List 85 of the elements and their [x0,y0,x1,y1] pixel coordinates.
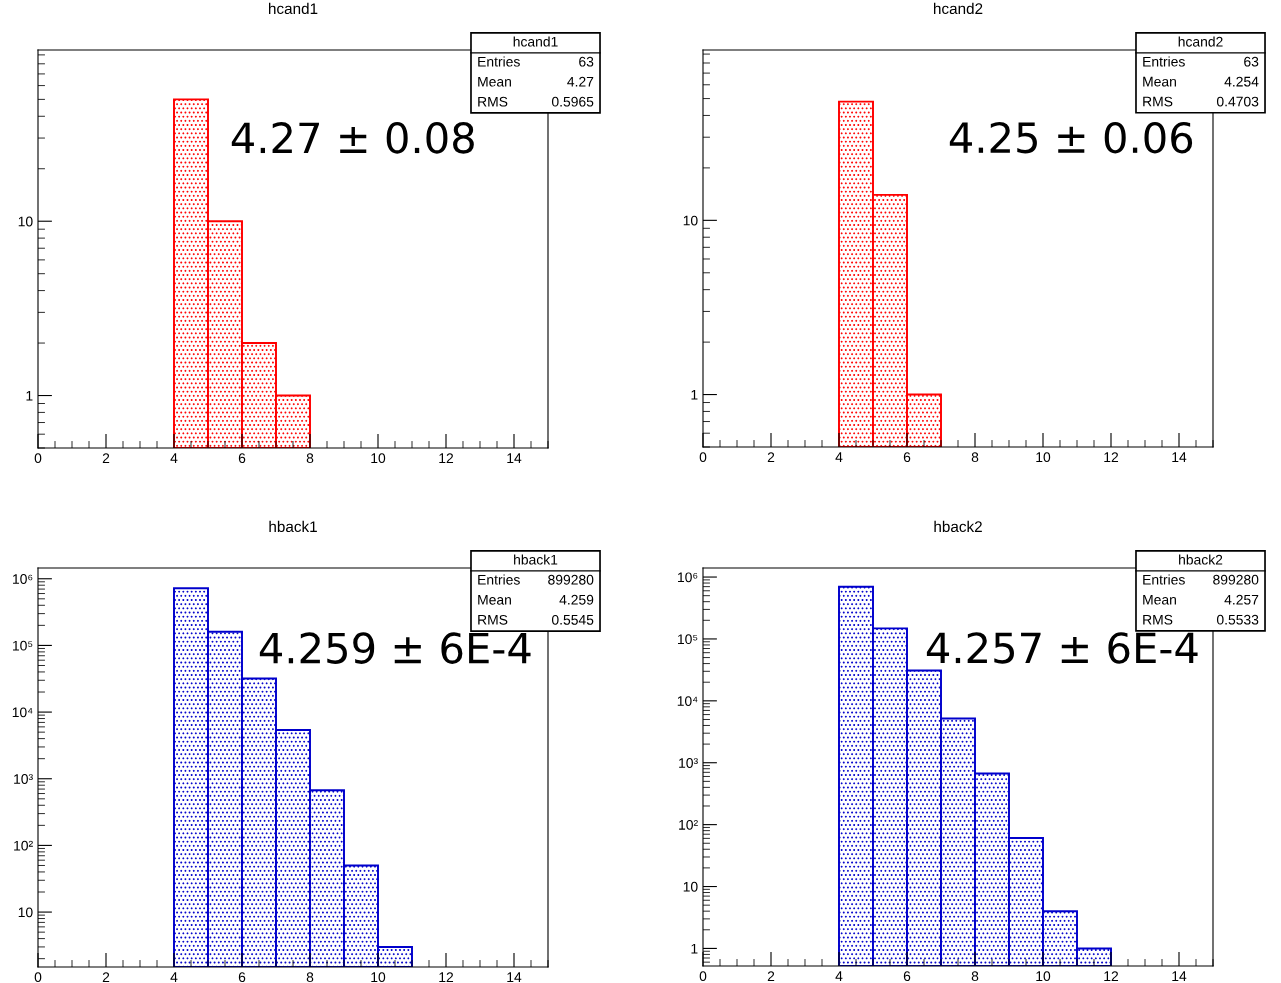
y-tick-label: 10² [679,819,698,830]
annotation: Mean [1143,594,1176,605]
x-tick-label: 12 [439,453,454,463]
x-tick-label: 2 [102,972,110,982]
x-tick-label: 10 [1036,971,1051,982]
text: hcand2 [1178,36,1223,47]
annotation: RMS [478,614,508,625]
annotation: 4.259 ± 6E-4 [259,632,531,664]
chart-title: hcand1 [269,2,318,15]
y-tick-label: 10 [683,215,698,226]
y-tick-label: 1 [691,943,698,954]
text: 4.254 [1224,76,1259,87]
annotation: Mean [478,76,511,87]
y-tick-label: 10 [18,907,33,918]
x-tick-label: 6 [238,453,246,464]
x-tick-label: 8 [306,972,314,983]
x-tick-label: 14 [1172,452,1187,462]
x-tick-label: 10 [1036,452,1051,463]
y-tick-label: 10 [18,216,33,227]
x-tick-label: 0 [34,453,42,464]
x-tick-label: 14 [1172,971,1187,981]
x-tick-label: 4 [835,452,843,462]
x-tick-label: 2 [102,453,110,463]
text: 0.4703 [1216,96,1259,107]
x-tick-label: 4 [170,453,178,463]
y-tick-label: 10³ [679,758,698,768]
x-tick-label: 0 [699,971,707,982]
annotation: 4.25 ± 0.06 [949,121,1193,154]
x-tick-label: 0 [34,972,42,983]
y-tick-label: 10⁵ [677,634,698,645]
y-tick-label: 10² [14,840,33,851]
annotation: RMS [1143,96,1173,107]
x-tick-label: 14 [507,972,522,982]
x-tick-label: 2 [767,971,775,981]
x-tick-label: 10 [371,453,386,464]
text: 899280 [1213,574,1259,585]
x-tick-label: 12 [1104,971,1119,981]
annotation: Entries [1143,56,1185,67]
annotation: Mean [1143,76,1176,87]
x-tick-label: 6 [903,971,911,982]
x-tick-label: 12 [439,972,454,982]
x-tick-label: 2 [767,452,775,462]
x-tick-label: 8 [971,452,979,463]
y-tick-label: 1 [26,391,33,401]
chart-title: hcand2 [934,2,983,15]
x-tick-label: 8 [306,453,314,464]
text: 0.5545 [551,614,594,625]
y-tick-label: 10⁶ [678,572,698,583]
annotation: 4.27 ± 0.08 [231,122,474,154]
x-tick-label: 12 [1104,452,1119,462]
x-tick-label: 0 [699,452,707,463]
text: 4.27 [567,76,594,87]
y-tick-label: 10³ [14,774,33,784]
annotation: RMS [1143,614,1173,625]
text: 63 [579,56,594,67]
x-tick-label: 6 [238,972,246,983]
x-tick-label: 10 [371,972,386,983]
y-tick-label: 10 [683,881,698,892]
annotation: RMS [478,96,508,107]
x-tick-label: 6 [903,452,911,463]
text: hback1 [514,554,558,565]
text: 0.5965 [551,96,594,107]
annotation: Entries [1143,574,1185,585]
y-tick-label: 10⁶ [13,574,33,584]
chart-title: hback1 [269,520,317,533]
y-tick-label: 10⁴ [677,696,698,707]
text: hcand1 [513,36,558,47]
annotation: Entries [478,56,520,67]
y-tick-label: 10⁵ [12,640,33,651]
y-tick-label: 10⁴ [12,707,33,718]
x-tick-label: 4 [170,972,178,982]
text: 0.5533 [1216,614,1259,625]
annotation: Entries [478,574,520,585]
text: 4.259 [559,594,594,605]
annotation: Mean [478,595,511,605]
y-tick-label: 1 [691,390,698,400]
x-tick-label: 14 [507,453,522,463]
chart-title: hback2 [934,520,982,533]
x-tick-label: 4 [835,971,843,981]
text: 4.257 [1224,594,1259,605]
text: 899280 [548,574,594,585]
text: hback2 [1179,554,1223,565]
annotation: 4.257 ± 6E-4 [926,632,1198,664]
text: 63 [1244,56,1259,67]
x-tick-label: 8 [971,971,979,982]
